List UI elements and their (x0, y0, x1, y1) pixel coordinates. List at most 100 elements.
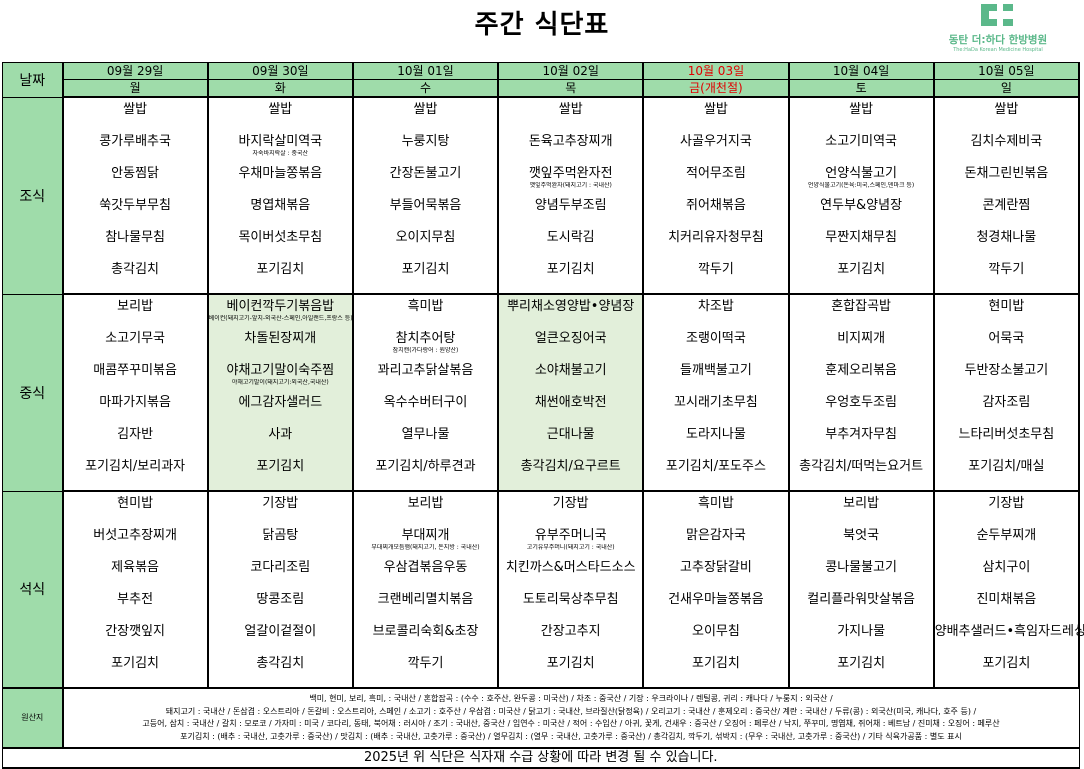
menu-item: 가지나물 (790, 623, 933, 655)
dinner-cell: 보리밥 북엇국 콩나물불고기 컬리플라워맛살볶음 가지나물 포기김치 (787, 490, 935, 689)
menu-item-name: 꼬시래기초무침 (674, 395, 758, 410)
origin-note: 깻잎주먹완자(돼지고기 : 국내산) (529, 182, 612, 189)
day-date: 10월 03일 (642, 62, 790, 80)
menu-item: 총각김치 (209, 655, 352, 687)
menu-item: 오이지무침 (354, 229, 497, 261)
menu-item-name: 기장밥 (262, 496, 299, 511)
menu-item: 소고기무국 (64, 330, 207, 362)
menu-item-name: 고추장닭갈비 (680, 560, 752, 575)
menu-item: 삼치구이 (935, 559, 1078, 591)
menu-item-name: 포기김치 (111, 656, 160, 671)
menu-item: 느타리버섯초무침 (935, 426, 1078, 458)
menu-item: 안동찜닭 (64, 165, 207, 197)
menu-item: 깻잎주먹완자전 깻잎주먹완자(돼지고기 : 국내산) (499, 165, 642, 197)
dinner-cell: 흑미밥 맑은감자국 고추장닭갈비 건새우마늘쫑볶음 오이무침 포기김치 (642, 490, 790, 689)
menu-item-name: 포기김치 (837, 656, 886, 671)
menu-item: 기장밥 (209, 495, 352, 527)
date-label: 날짜 (2, 62, 64, 98)
menu-item: 치킨까스&머스타드소스 (499, 559, 642, 591)
menu-item: 두반장소불고기 (935, 362, 1078, 394)
menu-item: 차돌된장찌개 (209, 330, 352, 362)
menu-item-name: 훈제오리볶음 (825, 363, 897, 378)
day-weekday: 목 (497, 79, 645, 98)
menu-item: 쌀밥 (354, 101, 497, 133)
menu-item: 우채마늘쫑볶음 (209, 165, 352, 197)
menu-item-name: 돈채그린빈볶음 (964, 166, 1049, 181)
menu-item-name: 베이컨깍두기볶음밥 (226, 299, 335, 314)
menu-item-name: 열무나물 (401, 427, 450, 442)
menu-item-name: 부대찌개 (401, 528, 450, 543)
menu-item: 기장밥 (935, 495, 1078, 527)
menu-item: 양배추샐러드•흑임자드레싱 (935, 623, 1084, 655)
menu-item-name: 땅콩조림 (256, 592, 305, 607)
menu-item: 포기김치 (935, 655, 1078, 687)
menu-item-name: 깍두기 (988, 262, 1025, 277)
origin-note: 베이컨(돼지고기-앞치-외국산-스페인,아일랜드,프랑스 등) (208, 315, 352, 322)
lunch-cell: 현미밥 어묵국 두반장소불고기 감자조림 느타리버섯초무침 포기김치/매실 (932, 293, 1081, 492)
menu-item: 포기김치/포도주스 (644, 458, 787, 490)
menu-item: 포기김치/보리과자 (64, 458, 207, 490)
menu-item-name: 기장밥 (552, 496, 589, 511)
menu-item: 언양식불고기 언양식불고기(돈육:미국,스페인,덴마크 등) (790, 165, 933, 197)
breakfast-cell: 쌀밥 김치수제비국 돈채그린빈볶음 콘계란찜 청경채나물 깍두기 (932, 96, 1081, 295)
menu-item-name: 쌀밥 (413, 102, 438, 117)
menu-item-name: 돈육고추장찌개 (528, 134, 613, 149)
menu-item-name: 언양식불고기 (825, 166, 897, 181)
menu-item: 깍두기 (354, 655, 497, 687)
menu-item: 감자조림 (935, 394, 1078, 426)
menu-item: 포기김치 (209, 458, 352, 490)
menu-item-name: 가지나물 (837, 624, 886, 639)
lunch-cell: 흑미밥 참치추어탕 참치캔(가다랑어 : 원양산) 꽈리고추닭살볶음 옥수수버터구이 열무… (351, 293, 500, 492)
menu-item: 에그감자샐러드 (209, 394, 352, 426)
menu-item: 포기김치 (64, 655, 207, 687)
origin-line: 돼지고기 : 국내산 / 돈삼겹 : 오스트리아 / 돈갈비 : 오스트리아, … (165, 706, 977, 716)
menu-item-name: 흑미밥 (407, 299, 444, 314)
day-date: 10월 02일 (497, 62, 645, 80)
menu-item-name: 총각김치/떠먹는요거트 (799, 459, 924, 474)
menu-item: 쌀밥 (64, 101, 207, 133)
breakfast-cell: 쌀밥 콩가루배추국 안동찜닭 쑥갓두부무침 참나물무침 총각김치 (61, 96, 209, 295)
origin-line: 포기김치 : (배추 : 국내산, 고춧가루 : 중국산) / 맛김치 : (배… (180, 731, 962, 741)
menu-item-name: 포기김치/보리과자 (85, 459, 186, 474)
menu-item: 양념두부조림 (499, 197, 642, 229)
menu-item: 보리밥 (354, 495, 497, 527)
menu-item: 포기김치 (499, 655, 642, 687)
menu-table: 날짜 09월 29일 09월 30일 10월 01일 10월 02일 10월 03일 10월… (2, 62, 1084, 769)
menu-item: 참나물무침 (64, 229, 207, 261)
menu-item-name: 쌀밥 (268, 102, 293, 117)
day-weekday: 수 (351, 79, 500, 98)
menu-item: 쑥갓두부무침 (64, 197, 207, 229)
menu-item-name: 포기김치/매실 (968, 459, 1045, 474)
menu-item-name: 두반장소불고기 (964, 363, 1049, 378)
menu-item: 어묵국 (935, 330, 1078, 362)
menu-item: 얼큰오징어국 (499, 330, 642, 362)
menu-item-name: 명엽채볶음 (250, 198, 311, 213)
menu-item-name: 총각김치 (111, 262, 160, 277)
menu-item: 부대찌개 부대찌개모듬햄(돼지고기, 돈지방 : 국내산) (354, 527, 497, 559)
menu-item-name: 우삼겹볶음우동 (383, 560, 468, 575)
menu-item-name: 브로콜리숙회&초장 (372, 624, 479, 639)
menu-item: 채썬애호박전 (499, 394, 642, 426)
menu-item: 들깨백불고기 (644, 362, 787, 394)
menu-item: 꽈리고추닭살볶음 (354, 362, 497, 394)
menu-item-name: 쌀밥 (703, 102, 728, 117)
origin-line: 고등어, 삼치 : 국내산 / 갈치 : 모로코 / 가자미 : 미국 / 코다… (142, 719, 1000, 728)
menu-item-name: 맑은감자국 (686, 528, 746, 543)
menu-item: 보리밥 (790, 495, 933, 527)
menu-item-name: 포기김치 (982, 656, 1031, 671)
dinner-cell: 기장밥 순두부찌개 삼치구이 진미채볶음 양배추샐러드•흑임자드레싱 포기김치 (932, 490, 1084, 689)
menu-item: 총각김치/떠먹는요거트 (790, 458, 933, 490)
menu-item-name: 참나물무침 (105, 230, 165, 245)
page-title: 주간 식단표 (474, 10, 610, 40)
menu-item: 흑미밥 (644, 495, 787, 527)
breakfast-cell: 쌀밥 바지락살미역국 자숙바지락살 : 중국산 우채마늘쫑볶음 명엽채볶음 목이버섯초무침… (206, 96, 354, 295)
menu-item: 야채고기말이숙주찜 야채고기말이(돼지고기:외국산,국내산) (209, 362, 352, 394)
menu-item-name: 옥수수버터구이 (383, 395, 468, 410)
menu-item-name: 사과 (268, 427, 293, 442)
menu-item-name: 사골우거지국 (680, 134, 752, 149)
menu-item-name: 청경채나물 (976, 230, 1037, 245)
menu-item: 포기김치/매실 (935, 458, 1078, 490)
menu-item-name: 보리밥 (843, 496, 880, 511)
menu-item: 부추전 (64, 591, 207, 623)
menu-item-name: 포기김치 (401, 262, 450, 277)
